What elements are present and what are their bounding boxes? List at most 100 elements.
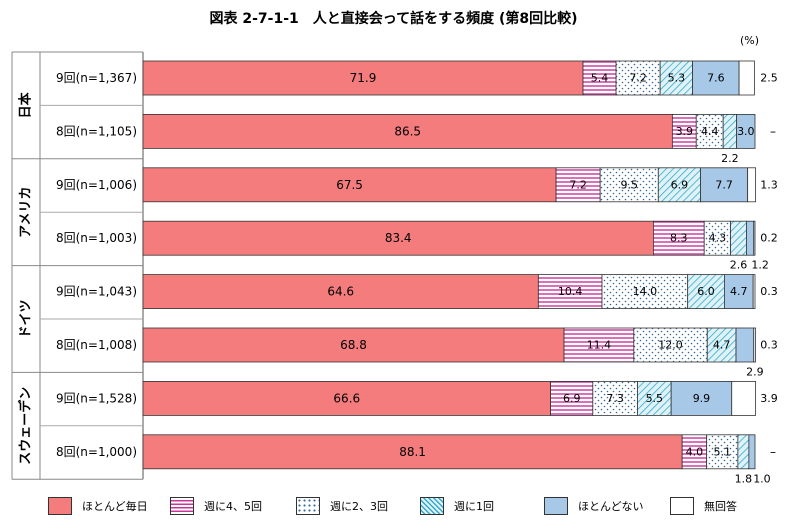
value-label-two-three: 7.3 <box>606 392 624 405</box>
row-label: 9回(n=1,528) <box>56 391 137 405</box>
bar-segment-daily <box>142 274 539 310</box>
bar-segment-two-three <box>695 114 724 149</box>
value-label-four-five: 4.0 <box>686 445 704 458</box>
value-label-once: 6.9 <box>671 178 689 191</box>
bar-segment-noanswer <box>738 60 755 96</box>
bar-segment-four-five <box>653 220 705 256</box>
legend-label-four-five: 週に4、5回 <box>204 500 262 513</box>
value-label-rarely: 1.0 <box>753 472 771 485</box>
legend-item-once: 週に1回 <box>420 496 494 516</box>
bar-segment-once <box>659 60 693 96</box>
value-label-daily: 88.1 <box>399 445 426 459</box>
legend-label-once: 週に1回 <box>454 500 494 513</box>
row-label: 8回(n=1,008) <box>56 338 137 352</box>
bar-segment-two-three <box>599 167 659 203</box>
value-label-daily: 71.9 <box>350 71 377 85</box>
bar-segment-noanswer <box>753 220 756 256</box>
value-label-noanswer: 0.3 <box>760 339 778 352</box>
value-label-noanswer: 2.5 <box>760 72 778 85</box>
no-answer-dash: – <box>770 124 776 138</box>
legend-item-daily: ほとんど毎日 <box>48 496 148 516</box>
value-label-once: 1.8 <box>735 472 753 485</box>
value-label-once: 5.5 <box>646 392 664 405</box>
chart-title: 図表 2-7-1-1 人と直接会って話をする頻度 (第8回比較) <box>209 11 578 27</box>
value-label-daily: 83.4 <box>385 231 412 245</box>
legend-item-four-five: 週に4、5回 <box>170 496 262 516</box>
group-label: 日本 <box>18 92 34 118</box>
row-label: 9回(n=1,367) <box>56 71 137 85</box>
bar-segment-rarely <box>724 274 754 310</box>
no-answer-dash: – <box>770 445 776 459</box>
legend-label-rarely: ほとんどない <box>578 500 644 513</box>
group-label: ドイツ <box>19 299 34 338</box>
bar-segment-two-three <box>615 60 661 96</box>
bar-segment-once <box>737 434 750 470</box>
value-label-daily: 64.6 <box>327 285 354 299</box>
value-label-once: 4.7 <box>713 339 731 352</box>
bar-segment-daily <box>142 60 584 96</box>
bar-segment-once <box>637 380 672 416</box>
bar-segment-rarely <box>736 114 756 149</box>
bar-segment-four-five <box>555 167 601 203</box>
legend-swatch-once <box>420 497 444 515</box>
value-label-noanswer: 3.9 <box>760 392 778 405</box>
value-label-two-three: 4.3 <box>709 232 727 245</box>
value-label-once: 5.3 <box>668 72 686 85</box>
value-label-once: 2.6 <box>730 259 748 272</box>
value-label-two-three: 14.0 <box>633 285 658 298</box>
value-label-four-five: 11.4 <box>587 339 612 352</box>
row-label: 8回(n=1,000) <box>56 445 137 459</box>
row-label: 9回(n=1,006) <box>56 178 137 192</box>
value-label-two-three: 12.0 <box>658 339 683 352</box>
bar-segment-two-three <box>592 380 638 416</box>
legend-item-rarely: ほとんどない <box>544 496 643 516</box>
bar-segment-two-three <box>706 434 739 470</box>
value-label-noanswer: 1.3 <box>760 178 778 191</box>
value-label-four-five: 7.2 <box>569 178 587 191</box>
legend-item-two-three: 週に2、3回 <box>296 496 388 516</box>
value-label-once: 6.0 <box>697 285 715 298</box>
bar-segment-four-five <box>681 434 708 470</box>
value-label-rarely: 4.7 <box>730 285 748 298</box>
row-label: 8回(n=1,105) <box>56 124 137 138</box>
value-label-daily: 86.5 <box>394 124 421 138</box>
value-label-rarely: 7.7 <box>715 178 733 191</box>
bar-segment-two-three <box>633 327 708 363</box>
bar-segment-once <box>706 327 737 363</box>
bar-segment-daily <box>142 327 565 363</box>
bar-segment-rarely <box>692 60 740 96</box>
bar-segment-noanswer <box>731 380 757 416</box>
group-label: スウェーデン <box>18 387 34 465</box>
value-label-two-three: 9.5 <box>620 178 638 191</box>
legend: ほとんど毎日 週に4、5回 週に2、3回 週に1回 ほとんどない 無回答 <box>0 496 787 520</box>
value-label-two-three: 5.1 <box>714 445 732 458</box>
value-label-rarely: 7.6 <box>707 72 725 85</box>
value-label-four-five: 5.4 <box>591 72 609 85</box>
value-label-daily: 67.5 <box>336 178 363 192</box>
value-label-rarely: 2.9 <box>746 366 764 379</box>
bar-segment-rarely <box>748 434 756 470</box>
value-label-four-five: 10.4 <box>558 285 583 298</box>
bar-segment-daily <box>142 167 557 203</box>
value-label-once: 2.2 <box>721 152 739 165</box>
value-label-rarely: 1.2 <box>751 259 769 272</box>
legend-label-noanswer: 無回答 <box>704 500 737 513</box>
bar-segment-rarely <box>735 327 755 363</box>
bar-segment-rarely <box>746 220 755 256</box>
value-label-four-five: 3.9 <box>676 125 694 138</box>
legend-item-noanswer: 無回答 <box>670 496 737 516</box>
value-label-noanswer: 0.2 <box>760 232 778 245</box>
value-label-noanswer: 0.3 <box>760 285 778 298</box>
bar-segment-four-five <box>563 327 635 363</box>
row-label: 9回(n=1,043) <box>56 285 137 299</box>
value-label-rarely: 9.9 <box>693 392 711 405</box>
row-label: 8回(n=1,003) <box>56 231 137 245</box>
bar-segment-once <box>722 114 738 149</box>
bar-segment-noanswer <box>753 327 757 363</box>
legend-swatch-noanswer <box>670 497 694 515</box>
value-label-daily: 68.8 <box>340 338 367 352</box>
bar-segment-four-five <box>550 380 594 416</box>
legend-swatch-four-five <box>170 497 194 515</box>
value-label-four-five: 8.3 <box>670 232 688 245</box>
